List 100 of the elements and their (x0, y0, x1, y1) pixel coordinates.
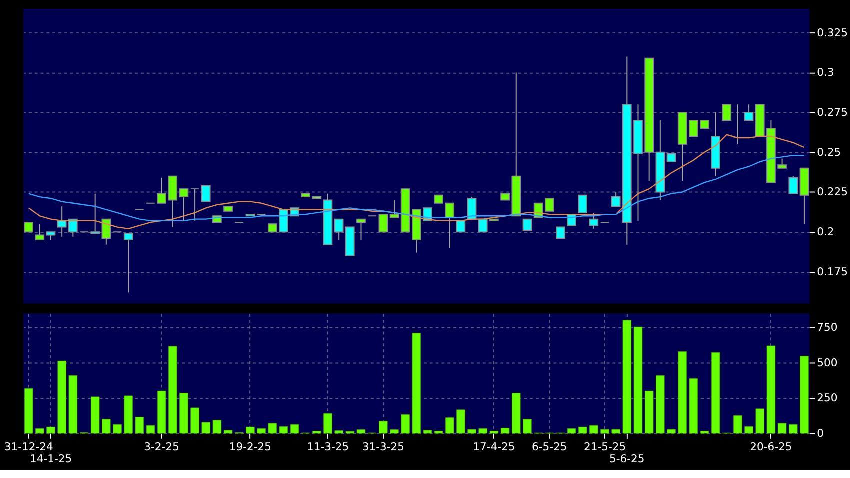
bar (445, 418, 454, 434)
y-tick-label: 0.175 (817, 265, 848, 278)
bar (756, 408, 765, 434)
candlestick (544, 198, 554, 212)
y-tick-label: 0.2 (817, 226, 834, 239)
bar (279, 426, 288, 434)
bar (468, 429, 476, 434)
bar (124, 396, 133, 434)
candlestick (722, 104, 732, 122)
bar (700, 430, 710, 434)
bar (456, 410, 466, 434)
candlestick (578, 194, 588, 214)
bar (334, 430, 344, 434)
candlestick (556, 226, 566, 239)
x-tick-label: 11-3-25 (306, 440, 350, 454)
bar (800, 356, 809, 434)
candlestick (179, 188, 189, 222)
y-tick-label: 0.3 (817, 66, 834, 80)
bar (578, 426, 588, 434)
bar (590, 425, 598, 434)
bar (324, 413, 332, 434)
bar (212, 420, 222, 434)
bar (24, 388, 34, 434)
candlestick (390, 200, 400, 218)
candlestick (35, 224, 45, 241)
x-tick-label: 19-2-25 (229, 440, 272, 454)
candlestick (522, 218, 532, 231)
bar (46, 426, 56, 434)
bar (567, 428, 576, 434)
x-tick-label: 5-6-25 (610, 452, 645, 466)
bar (734, 415, 742, 434)
bar (500, 428, 510, 434)
bar (644, 390, 654, 434)
bar (656, 375, 665, 434)
candlestick (68, 218, 78, 238)
bar (113, 424, 122, 434)
candlestick (356, 218, 366, 241)
bar (356, 430, 366, 434)
x-tick-label: 31-3-25 (362, 440, 404, 454)
x-tick-label: 17-4-25 (473, 440, 516, 454)
bar (146, 425, 156, 434)
candlestick (201, 185, 211, 202)
bar (678, 351, 687, 434)
bar (290, 424, 300, 434)
bar (257, 428, 266, 434)
bar (312, 430, 322, 434)
bar (423, 430, 432, 434)
bar (268, 423, 278, 434)
bar (390, 430, 399, 434)
candlestick (378, 214, 388, 233)
bar (612, 429, 620, 434)
bar (202, 422, 211, 434)
bar (157, 390, 166, 434)
y-tick-label: 0.275 (817, 106, 848, 120)
candlestick (589, 212, 599, 230)
bar (401, 414, 410, 434)
y-tick-label: 0.325 (817, 26, 848, 40)
candlestick (334, 218, 344, 241)
bar (102, 419, 111, 434)
x-tick-label: 20-6-25 (750, 440, 792, 454)
y-tick-label: 250 (817, 392, 838, 405)
bar (523, 419, 532, 434)
bar (788, 424, 798, 434)
candlestick (744, 104, 754, 122)
bar (58, 360, 66, 434)
candlestick (24, 222, 34, 233)
y-tick-label: 500 (817, 356, 838, 370)
bar (36, 428, 44, 434)
bar (190, 408, 200, 434)
y-tick-label: 0.25 (817, 146, 842, 159)
bar (135, 417, 144, 434)
x-tick-label: 3-2-25 (144, 440, 180, 454)
bar (600, 429, 610, 434)
y-tick-label: 750 (817, 321, 838, 334)
candlestick (102, 218, 112, 246)
bar (434, 430, 444, 434)
bar (90, 396, 100, 434)
bar (766, 346, 776, 434)
bar (667, 429, 676, 434)
candlestick (124, 233, 134, 294)
x-tick-label: 14-1-25 (30, 452, 72, 466)
bar (634, 326, 643, 434)
line-series (28, 155, 806, 222)
bar (622, 320, 632, 434)
y-tick-label: 0.225 (817, 186, 848, 199)
bar (478, 428, 488, 434)
x-tick-label: 6-5-25 (532, 440, 568, 454)
bar (168, 346, 178, 434)
x-tick-label: 21-5-25 (584, 440, 626, 454)
y-tick-label: 0 (817, 426, 824, 440)
bar (711, 352, 720, 434)
bar (68, 375, 78, 434)
bar (412, 333, 422, 434)
bar (246, 426, 255, 434)
bar (744, 426, 754, 434)
bar (379, 421, 388, 434)
x-tick-label: 31-12-24 (4, 440, 54, 454)
bar (224, 430, 233, 434)
bar (512, 393, 521, 434)
bar (778, 423, 787, 434)
